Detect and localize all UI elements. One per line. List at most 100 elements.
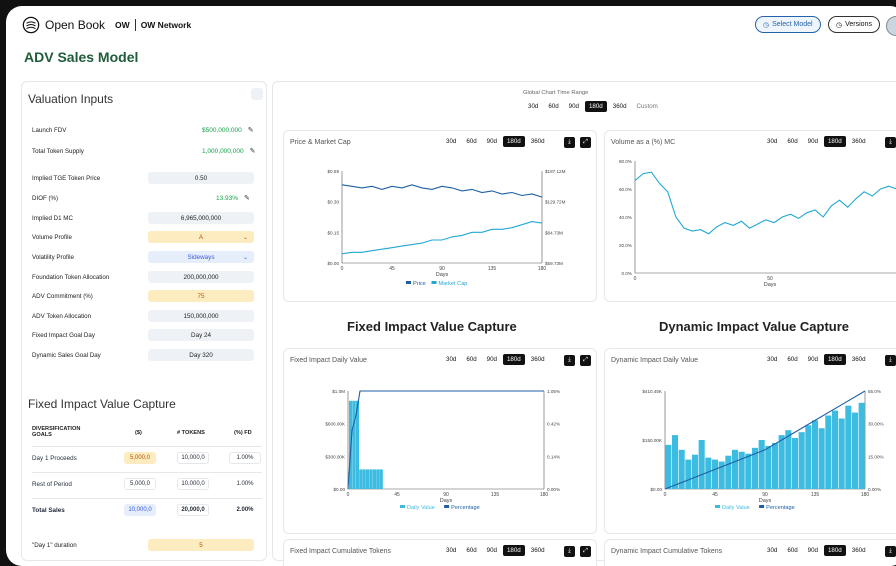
expand-icon[interactable]: ⤢ (580, 137, 591, 148)
y2-tick-label: 55.0% (868, 389, 881, 394)
range-option[interactable]: 30d (767, 356, 778, 363)
y2-tick-label: 30.00% (868, 422, 884, 427)
dynamic-cumulative-card: Dynamic Impact Cumulative Tokens 30d 60d… (604, 539, 896, 566)
card-title: Price & Market Cap (290, 139, 351, 146)
download-icon[interactable]: ⤓ (885, 546, 896, 557)
range-option[interactable]: 360d (530, 138, 545, 145)
bar (718, 461, 725, 489)
card-range-selector: 30d 60d 90d 180d 360d (442, 545, 549, 556)
range-option[interactable]: 60d (548, 103, 559, 110)
range-option[interactable]: 30d (767, 138, 778, 145)
adv-commitment-input[interactable]: 75 (148, 290, 254, 302)
bar (771, 442, 779, 489)
expand-icon[interactable]: ⤢ (580, 355, 591, 366)
download-icon[interactable]: ⤓ (564, 137, 575, 148)
bar (711, 459, 719, 489)
range-option[interactable]: 30d (446, 547, 457, 554)
selected-value: A (198, 233, 204, 241)
legend-swatch (400, 505, 405, 508)
range-option[interactable]: 360d (530, 547, 545, 554)
row-label: Volatility Profile (32, 253, 74, 261)
day1-pct-input[interactable]: 1.00% (229, 452, 261, 464)
y2-tick-label: 15.00% (868, 454, 884, 459)
bar (685, 459, 692, 489)
range-option-custom[interactable]: Custom (636, 103, 658, 110)
range-option[interactable]: 90d (486, 138, 497, 145)
day1-usd-input[interactable]: 5,000,0 (124, 452, 156, 464)
download-icon[interactable]: ⤓ (564, 355, 575, 366)
y2-tick-label: 1.05% (547, 389, 560, 394)
range-option[interactable]: 30d (446, 356, 457, 363)
row-volatility-profile: Volatility Profile (32, 249, 264, 265)
range-option[interactable]: 90d (807, 547, 818, 554)
table-header: ($) (135, 430, 142, 436)
versions-button[interactable]: ◷ Versions (828, 16, 880, 33)
range-option[interactable]: 60d (787, 356, 798, 363)
total-supply-value[interactable]: 1,000,000,000 (202, 147, 244, 155)
day1-duration-input[interactable]: 5 (148, 539, 254, 551)
range-option-active[interactable]: 180d (502, 354, 525, 365)
y-tick-label: 60.0% (619, 187, 632, 192)
breadcrumb-project[interactable]: OW Network (140, 20, 192, 30)
volume-line (634, 171, 896, 235)
download-icon[interactable]: ⤓ (885, 355, 896, 366)
range-option[interactable]: 60d (466, 356, 477, 363)
range-option[interactable]: 360d (851, 138, 866, 145)
x-tick-label: 90 (443, 492, 449, 498)
row-day1-duration: "Day 1" duration (32, 537, 264, 553)
row-implied-mc: Implied D1 MC (32, 210, 264, 226)
select-model-button[interactable]: ◷ Select Model (755, 16, 821, 33)
day1-tokens-input[interactable]: 10,000,0 (177, 452, 209, 464)
app-name: Open Book (45, 18, 106, 32)
expand-icon[interactable]: ⤢ (580, 546, 591, 557)
volatility-profile-select[interactable]: Sideways ⌄ (148, 251, 254, 263)
range-option[interactable]: 360d (612, 103, 627, 110)
volume-profile-select[interactable]: A ⌄ (148, 231, 254, 243)
rest-tokens-value: 10,000,0 (177, 478, 209, 490)
range-option-active[interactable]: 180d (502, 136, 525, 147)
range-option[interactable]: 90d (807, 356, 818, 363)
range-option[interactable]: 60d (787, 138, 798, 145)
edit-icon[interactable]: ✎ (249, 148, 256, 155)
range-option[interactable]: 360d (851, 547, 866, 554)
legend-label: Percentage (451, 505, 480, 511)
y2-tick-label: 0.42% (547, 422, 560, 427)
bar (738, 451, 745, 489)
top-bar: Open Book OW OW Network ◷ Select Model ◷… (6, 6, 896, 44)
range-option-active[interactable]: 180d (502, 545, 525, 556)
edit-icon[interactable]: ✎ (244, 195, 250, 202)
range-option[interactable]: 90d (568, 103, 579, 110)
range-option[interactable]: 90d (486, 356, 497, 363)
collapse-button[interactable] (251, 88, 263, 100)
bar (376, 469, 380, 489)
range-option[interactable]: 90d (807, 138, 818, 145)
launch-fdv-value[interactable]: $500,000,000 (202, 126, 242, 134)
range-option-active[interactable]: 180d (823, 136, 846, 147)
legend-label: Price (413, 281, 426, 287)
range-option[interactable]: 30d (446, 138, 457, 145)
logo[interactable]: Open Book (22, 16, 105, 34)
range-option[interactable]: 30d (767, 547, 778, 554)
range-option[interactable]: 360d (530, 356, 545, 363)
range-option-active[interactable]: 180d (584, 101, 607, 112)
download-icon[interactable]: ⤓ (564, 546, 575, 557)
range-option[interactable]: 60d (466, 138, 477, 145)
fixed-daily-chart: 0 45 90 135 180 $0.00 $300.00K $600.00K $1.0M 0.0… (325, 389, 560, 511)
range-option[interactable]: 60d (466, 547, 477, 554)
range-option[interactable]: 360d (851, 356, 866, 363)
bar (352, 400, 356, 489)
avatar[interactable] (886, 16, 896, 36)
implied-mc-value: 6,965,000,000 (148, 212, 254, 224)
x-tick-label: 0 (347, 492, 350, 498)
download-icon[interactable]: ⤓ (885, 137, 896, 148)
range-option-active[interactable]: 180d (823, 354, 846, 365)
range-option[interactable]: 30d (528, 103, 539, 110)
diof-value[interactable]: 13.93% (216, 194, 239, 202)
breadcrumb-org[interactable]: OW (115, 20, 130, 30)
range-option[interactable]: 90d (486, 547, 497, 554)
edit-icon[interactable]: ✎ (247, 127, 254, 134)
range-option[interactable]: 60d (787, 547, 798, 554)
table-header: # TOKENS (177, 430, 205, 436)
card-range-selector: 30d 60d 90d 180d 360d (763, 354, 870, 365)
range-option-active[interactable]: 180d (823, 545, 846, 556)
